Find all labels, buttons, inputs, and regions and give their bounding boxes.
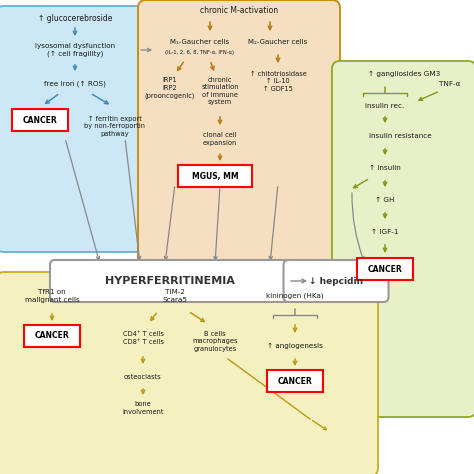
Text: CANCER: CANCER [23,116,57,125]
Text: ↑ ferritin export
by non-ferroportin
pathway: ↑ ferritin export by non-ferroportin pat… [84,116,146,137]
Text: clonal cell
expansion: clonal cell expansion [203,132,237,146]
Text: chronic M-activation: chronic M-activation [200,6,278,15]
Text: insulin rec.: insulin rec. [365,103,405,109]
Text: CANCER: CANCER [278,376,312,385]
Text: CANCER: CANCER [368,264,402,273]
Text: ↑ angiogenesis: ↑ angiogenesis [267,343,323,349]
FancyBboxPatch shape [267,370,323,392]
Text: chronic
stimulation
of immune
system: chronic stimulation of immune system [201,77,239,105]
Text: CANCER: CANCER [35,331,69,340]
Text: ↑ gangliosides GM3: ↑ gangliosides GM3 [368,71,440,77]
Text: kininogen (HKa): kininogen (HKa) [266,293,324,299]
FancyBboxPatch shape [0,6,154,252]
Text: ↑ insulin: ↑ insulin [369,165,401,171]
Text: ↑ glucocerebroside: ↑ glucocerebroside [38,13,112,22]
Text: ↑ chitotriosidase
↑ IL-10
↑ GDF15: ↑ chitotriosidase ↑ IL-10 ↑ GDF15 [250,71,306,91]
Text: M₂-Gaucher cells: M₂-Gaucher cells [248,39,308,45]
Text: free iron (↑ ROS): free iron (↑ ROS) [44,81,106,87]
Text: HYPERFERRITINEMIA: HYPERFERRITINEMIA [105,276,235,286]
Text: TNF-α: TNF-α [439,81,461,87]
FancyBboxPatch shape [283,260,389,302]
Text: osteoclasts: osteoclasts [124,374,162,380]
FancyBboxPatch shape [24,325,80,347]
FancyBboxPatch shape [50,260,290,302]
FancyBboxPatch shape [178,165,252,187]
Text: TfR1 on
malignant cells: TfR1 on malignant cells [25,289,79,303]
Text: bone
involvement: bone involvement [122,401,164,415]
Text: TIM-2
Scara5: TIM-2 Scara5 [163,289,188,303]
Text: B cells
macrophages
granulocytes: B cells macrophages granulocytes [192,330,238,352]
Text: (IL-1, 2, 6, 8, TNF-α, IFN-α): (IL-1, 2, 6, 8, TNF-α, IFN-α) [165,49,235,55]
Text: ↓ hepcidin: ↓ hepcidin [309,276,363,285]
Text: lysosomal dysfunction
(↑ cell fragility): lysosomal dysfunction (↑ cell fragility) [35,43,115,57]
Text: CD4⁺ T cells
CD8⁺ T cells: CD4⁺ T cells CD8⁺ T cells [123,331,164,345]
FancyBboxPatch shape [138,0,340,288]
Text: insulin resistance: insulin resistance [369,133,431,139]
Text: IRP1
IRP2
(prooncogenic): IRP1 IRP2 (prooncogenic) [145,77,195,99]
FancyBboxPatch shape [357,258,413,280]
FancyBboxPatch shape [332,61,474,417]
Text: M₁-Gaucher cells: M₁-Gaucher cells [171,39,229,45]
Text: MGUS, MM: MGUS, MM [191,172,238,181]
Text: ↑ GH: ↑ GH [375,197,395,203]
Text: ↑ IGF-1: ↑ IGF-1 [371,229,399,235]
FancyBboxPatch shape [0,272,378,474]
FancyBboxPatch shape [12,109,68,131]
